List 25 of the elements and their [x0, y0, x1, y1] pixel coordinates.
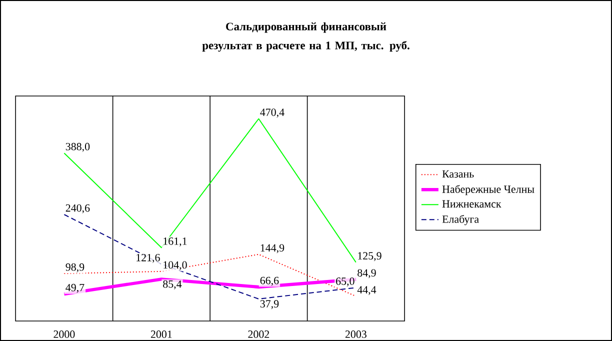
- legend-label: Казань: [442, 170, 474, 178]
- data-label: 121,6: [136, 254, 160, 263]
- data-label: 49,7: [66, 284, 84, 293]
- data-label: 388,0: [66, 142, 90, 152]
- chart-title: Сальдированный финансовый результат в расчете на 1 МП, тыс. руб.: [202, 22, 410, 52]
- data-label: 85,4: [163, 280, 182, 290]
- legend-label: Нижнекамск: [442, 200, 502, 208]
- data-label: 470,4: [260, 108, 284, 118]
- data-label: 66,6: [260, 276, 279, 286]
- legend-label: Набережные Челны: [442, 184, 534, 196]
- x-tick-label: 2003: [345, 330, 366, 338]
- x-tick-label: 2001: [150, 330, 172, 338]
- data-label: 84,9: [358, 269, 376, 278]
- x-tick-label: 2000: [54, 330, 75, 338]
- data-label: 240,6: [66, 204, 90, 214]
- x-tick-label: 2002: [248, 330, 270, 338]
- data-label: 161,1: [164, 237, 187, 246]
- data-label: 37,9: [260, 300, 279, 310]
- data-label: 104,0: [164, 261, 187, 270]
- data-label: 44,4: [357, 286, 376, 296]
- legend-label: Елабуга: [442, 214, 479, 226]
- data-label: 98,9: [66, 263, 84, 272]
- data-label: 65,0: [336, 278, 354, 286]
- data-label: 144,9: [260, 244, 284, 254]
- data-label: 125,9: [358, 252, 382, 262]
